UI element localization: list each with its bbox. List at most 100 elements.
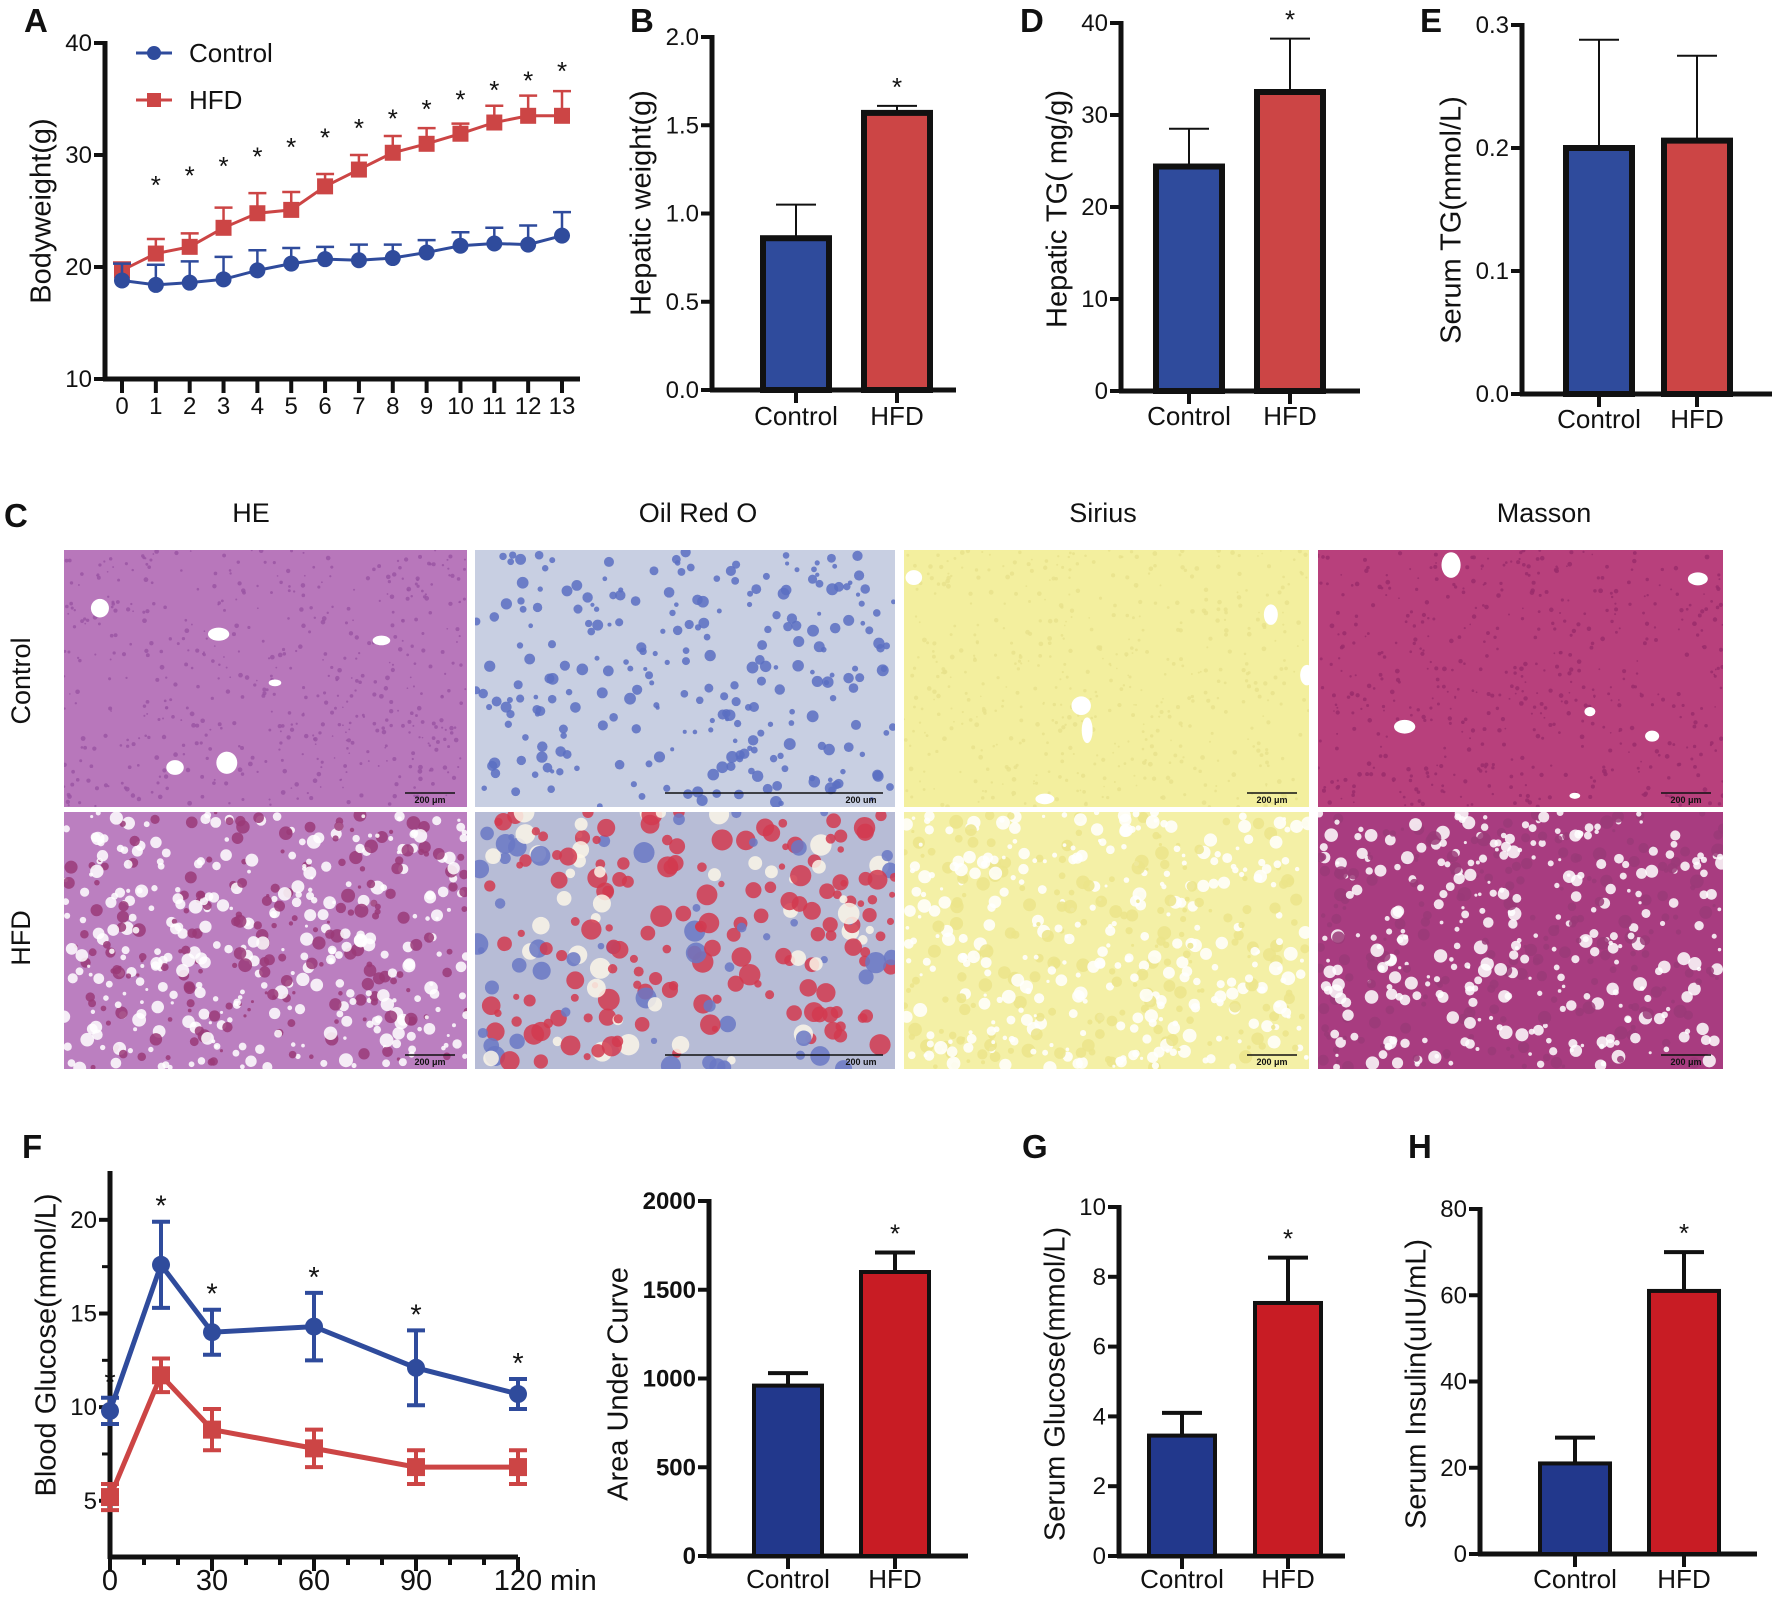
cell <box>1327 800 1332 805</box>
cell <box>1266 699 1270 702</box>
cell <box>961 710 964 714</box>
cell <box>1073 986 1088 1001</box>
cell <box>1374 864 1387 877</box>
cell <box>811 566 817 573</box>
cell <box>592 894 611 913</box>
cell <box>1294 866 1300 872</box>
cell <box>362 1017 367 1022</box>
cell <box>1026 562 1031 567</box>
cell <box>1436 702 1440 706</box>
cell <box>1111 573 1116 578</box>
cell <box>611 1035 624 1048</box>
cell <box>109 812 123 825</box>
cell <box>478 688 488 699</box>
cell <box>83 745 88 750</box>
cell <box>1290 819 1304 833</box>
cell <box>1163 870 1171 877</box>
cell <box>1714 976 1719 981</box>
cell <box>411 751 416 756</box>
cell <box>559 660 570 671</box>
cell <box>256 936 270 950</box>
cell <box>385 675 390 681</box>
cell <box>238 672 243 678</box>
cell <box>1670 830 1681 841</box>
y-axis-label: Area Under Curve <box>603 1267 635 1501</box>
cell <box>1083 879 1095 892</box>
cell <box>1065 778 1069 782</box>
cell <box>1662 1038 1671 1048</box>
cell <box>1704 723 1708 728</box>
cell <box>1106 943 1111 948</box>
cell <box>967 836 979 848</box>
cell <box>1357 772 1362 777</box>
cell <box>1581 719 1585 723</box>
cell <box>1145 815 1160 829</box>
cell <box>816 983 836 1003</box>
cell <box>1626 837 1634 846</box>
cell <box>905 925 910 930</box>
cell <box>201 652 205 656</box>
scale-bar-label: 200 μm <box>1256 795 1287 805</box>
cell <box>389 700 394 705</box>
cell <box>1319 657 1323 661</box>
cell <box>1378 754 1383 758</box>
cell <box>198 968 203 974</box>
cell <box>1349 691 1355 696</box>
legend-hfd-label: HFD <box>189 85 242 115</box>
cell <box>941 581 947 587</box>
cell <box>103 783 109 788</box>
cell <box>217 601 221 605</box>
cell <box>1201 608 1207 614</box>
cell <box>977 1049 988 1060</box>
cell <box>1650 703 1654 707</box>
cell <box>1381 704 1386 709</box>
data-point <box>114 272 130 289</box>
cell <box>1356 847 1368 860</box>
cell <box>1093 762 1097 766</box>
cell <box>1034 993 1045 1004</box>
cell <box>200 774 205 779</box>
x-tick-label: 30 <box>196 1565 228 1597</box>
cell <box>201 1031 214 1045</box>
cell <box>1639 693 1644 698</box>
cell <box>1018 653 1022 657</box>
row-label: Control <box>6 637 36 724</box>
cell <box>402 959 416 973</box>
cell <box>1082 998 1088 1004</box>
cell <box>1355 693 1360 698</box>
cell <box>853 570 865 581</box>
cell <box>185 706 189 710</box>
cell <box>1713 830 1723 840</box>
cell <box>940 671 943 674</box>
cell <box>1130 646 1134 650</box>
cell <box>165 676 168 679</box>
significance-marker: * <box>489 75 499 105</box>
cell <box>1330 1029 1340 1039</box>
legend-control-label: Control <box>189 38 273 68</box>
cell <box>1001 989 1016 1004</box>
cell <box>1421 612 1426 618</box>
cell <box>1282 817 1287 821</box>
cell <box>222 1021 233 1033</box>
cell <box>1108 708 1112 713</box>
cell <box>103 560 106 563</box>
cell <box>1298 732 1303 737</box>
cell <box>906 553 910 557</box>
cell <box>1187 696 1191 700</box>
cell <box>614 759 625 770</box>
cell <box>1619 872 1627 880</box>
cell <box>148 1046 154 1053</box>
cell <box>358 680 362 685</box>
cell <box>1445 594 1450 599</box>
cell <box>516 694 525 703</box>
cell <box>1180 725 1183 728</box>
cell <box>69 601 73 606</box>
cell <box>607 622 612 627</box>
cell <box>264 760 268 763</box>
cell <box>1454 926 1460 932</box>
cell <box>754 655 765 665</box>
cell <box>968 718 973 722</box>
cell <box>181 636 186 641</box>
x-tick-label: 7 <box>352 393 365 420</box>
cell <box>1664 754 1670 759</box>
